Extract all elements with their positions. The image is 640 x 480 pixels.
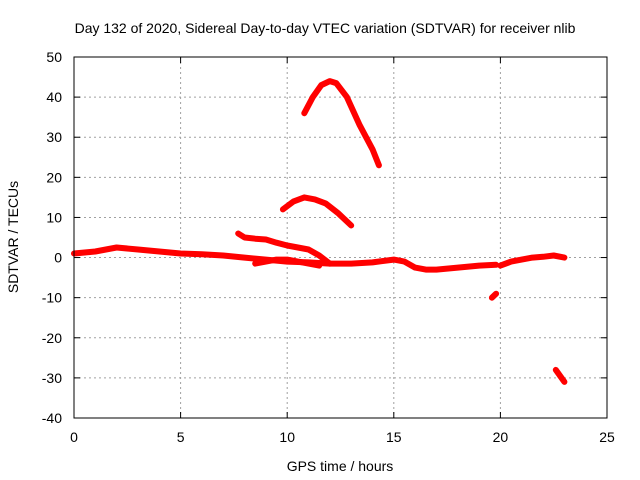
y-tick-label: 40: [46, 89, 62, 105]
y-tick-label: -30: [42, 370, 62, 386]
grid: [74, 57, 607, 418]
y-axis-label: SDTVAR / TECUs: [5, 181, 21, 293]
y-tick-label: -40: [42, 410, 62, 426]
y-tick-label: 0: [54, 250, 62, 266]
axis-ticks: [73, 56, 608, 419]
chart-title: Day 132 of 2020, Sidereal Day-to-day VTE…: [75, 20, 576, 36]
series-line-branch-decline: [235, 230, 333, 267]
x-tick-label: 5: [177, 429, 185, 445]
x-tick-label: 20: [493, 429, 509, 445]
y-tick-label: -10: [42, 290, 62, 306]
y-tick-labels: -40 -30 -20 -10 0 10 20 30 40 50: [42, 49, 62, 426]
y-tick-label: 30: [46, 129, 62, 145]
series-line-short-segment-b: [552, 366, 568, 385]
series-line-arc-high: [301, 78, 382, 169]
series-line-arc-mid: [279, 194, 355, 229]
x-tick-label: 25: [599, 429, 615, 445]
x-axis-label: GPS time / hours: [287, 458, 394, 474]
y-tick-label: 50: [46, 49, 62, 65]
series-line-short-segment-a: [488, 290, 500, 301]
series-line-late-baseline: [497, 252, 568, 269]
y-tick-label: -20: [42, 330, 62, 346]
y-tick-label: 20: [46, 169, 62, 185]
x-tick-label: 0: [70, 429, 78, 445]
series-line-branch-low: [252, 256, 323, 269]
x-tick-label: 15: [386, 429, 402, 445]
x-tick-label: 10: [279, 429, 295, 445]
x-tick-labels: 0 5 10 15 20 25: [70, 429, 615, 445]
series-layer: [71, 78, 568, 385]
y-tick-label: 10: [46, 209, 62, 225]
plot-frame: [73, 56, 608, 419]
